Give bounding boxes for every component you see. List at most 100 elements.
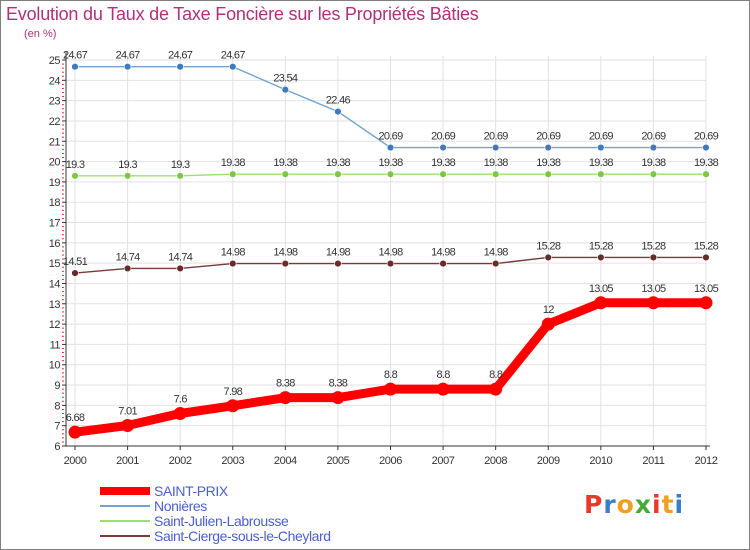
legend-swatch-nonieres	[100, 505, 150, 507]
data-label: 19.3	[66, 159, 85, 171]
data-point	[649, 143, 658, 152]
data-label: 19.38	[589, 157, 614, 169]
data-label: 24.67	[63, 50, 88, 62]
chart-title: Evolution du Taux de Taxe Foncière sur l…	[6, 4, 479, 24]
data-point	[334, 107, 342, 116]
x-tick-label: 2003	[221, 455, 244, 467]
data-label: 24.67	[116, 50, 141, 62]
data-point	[436, 382, 450, 396]
data-point	[544, 143, 552, 152]
legend-label-saint-julien-labrousse: Saint-Julien-Labrousse	[154, 513, 289, 529]
legend-label-nonieres: Nonières	[154, 498, 207, 514]
legend-swatch-saint-julien-labrousse	[100, 520, 150, 522]
data-label: 6.68	[66, 412, 85, 424]
data-point	[386, 259, 395, 268]
y-tick-label: 16	[49, 238, 61, 250]
data-label: 14.98	[326, 247, 351, 259]
y-tick-label: 21	[49, 136, 61, 148]
data-label: 13.05	[589, 283, 614, 295]
data-point	[489, 382, 503, 396]
data-label: 12	[543, 304, 554, 316]
data-point	[384, 382, 397, 396]
y-tick-label: 13	[49, 299, 61, 311]
data-point	[229, 63, 237, 71]
data-point	[229, 259, 237, 268]
data-label: 22.46	[326, 95, 351, 107]
data-label: 23.54	[273, 73, 298, 85]
data-point	[702, 143, 710, 152]
data-point	[71, 269, 79, 277]
data-label: 20.69	[641, 131, 666, 143]
x-tick-label: 2006	[379, 455, 402, 467]
y-tick-label: 12	[49, 319, 61, 331]
data-point	[281, 170, 290, 178]
legend-item-nonieres: Nonières	[100, 499, 520, 513]
data-point	[386, 170, 395, 178]
data-point	[649, 170, 658, 178]
data-point	[699, 296, 713, 310]
x-tick-label: 2004	[274, 455, 297, 467]
y-tick-label: 24	[49, 75, 61, 87]
data-point	[173, 406, 187, 420]
data-label: 14.98	[221, 247, 246, 259]
data-point	[646, 296, 660, 310]
data-point	[68, 425, 82, 439]
data-label: 19.38	[484, 157, 509, 169]
data-label: 7.6	[174, 393, 188, 405]
data-point	[491, 143, 500, 152]
data-point	[491, 259, 500, 268]
data-label: 8.8	[489, 369, 503, 381]
data-label: 19.38	[326, 157, 351, 169]
data-point	[229, 170, 237, 178]
data-point	[649, 253, 658, 262]
data-point	[71, 63, 79, 71]
y-tick-label: 22	[49, 116, 61, 128]
y-tick-label: 19	[49, 177, 61, 189]
y-tick-label: 18	[49, 197, 61, 209]
legend-swatch-saint-prix	[100, 487, 150, 495]
data-label: 14.74	[168, 251, 193, 263]
y-tick-label: 6	[54, 441, 60, 453]
y-tick-label: 20	[49, 157, 61, 169]
data-point	[281, 85, 290, 94]
data-label: 19.38	[221, 157, 246, 169]
y-tick-label: 8	[54, 400, 60, 412]
data-label: 19.38	[273, 157, 298, 169]
logo-letter: i	[674, 490, 685, 519]
data-label: 15.28	[694, 240, 719, 252]
x-tick-label: 2010	[589, 455, 612, 467]
data-label: 14.74	[116, 251, 141, 263]
x-tick-label: 2005	[326, 455, 349, 467]
y-axis-unit: (en %)	[24, 28, 57, 40]
data-point	[597, 170, 605, 178]
y-tick-label: 25	[49, 55, 61, 67]
data-point	[226, 399, 240, 413]
data-point	[439, 259, 447, 268]
data-point	[491, 170, 500, 178]
y-tick-label: 14	[49, 278, 61, 290]
logo-letter: P	[584, 490, 604, 519]
data-point	[541, 317, 555, 331]
y-tick-label: 23	[49, 96, 61, 108]
logo-letter: r	[603, 490, 617, 519]
data-label: 20.69	[694, 131, 719, 143]
x-tick-label: 2000	[64, 455, 87, 467]
data-point	[334, 170, 342, 178]
logo-letter: o	[616, 490, 635, 519]
y-tick-label: 15	[49, 258, 61, 270]
data-label: 20.69	[589, 131, 614, 143]
data-point	[331, 391, 345, 405]
data-label: 14.98	[484, 247, 509, 259]
data-label: 14.98	[431, 247, 456, 259]
y-tick-label: 10	[49, 360, 61, 372]
proxiti-logo: Proxiti	[584, 490, 684, 519]
logo-letter: i	[652, 490, 662, 519]
data-label: 19.38	[536, 157, 561, 169]
legend-item-saint-prix: SAINT-PRIX	[100, 484, 520, 498]
legend-label-saint-cierge: Saint-Cierge-sous-le-Cheylard	[154, 528, 331, 544]
data-label: 20.69	[378, 131, 403, 143]
data-label: 20.69	[484, 131, 509, 143]
y-tick-label: 7	[54, 421, 60, 433]
data-point	[334, 259, 342, 268]
